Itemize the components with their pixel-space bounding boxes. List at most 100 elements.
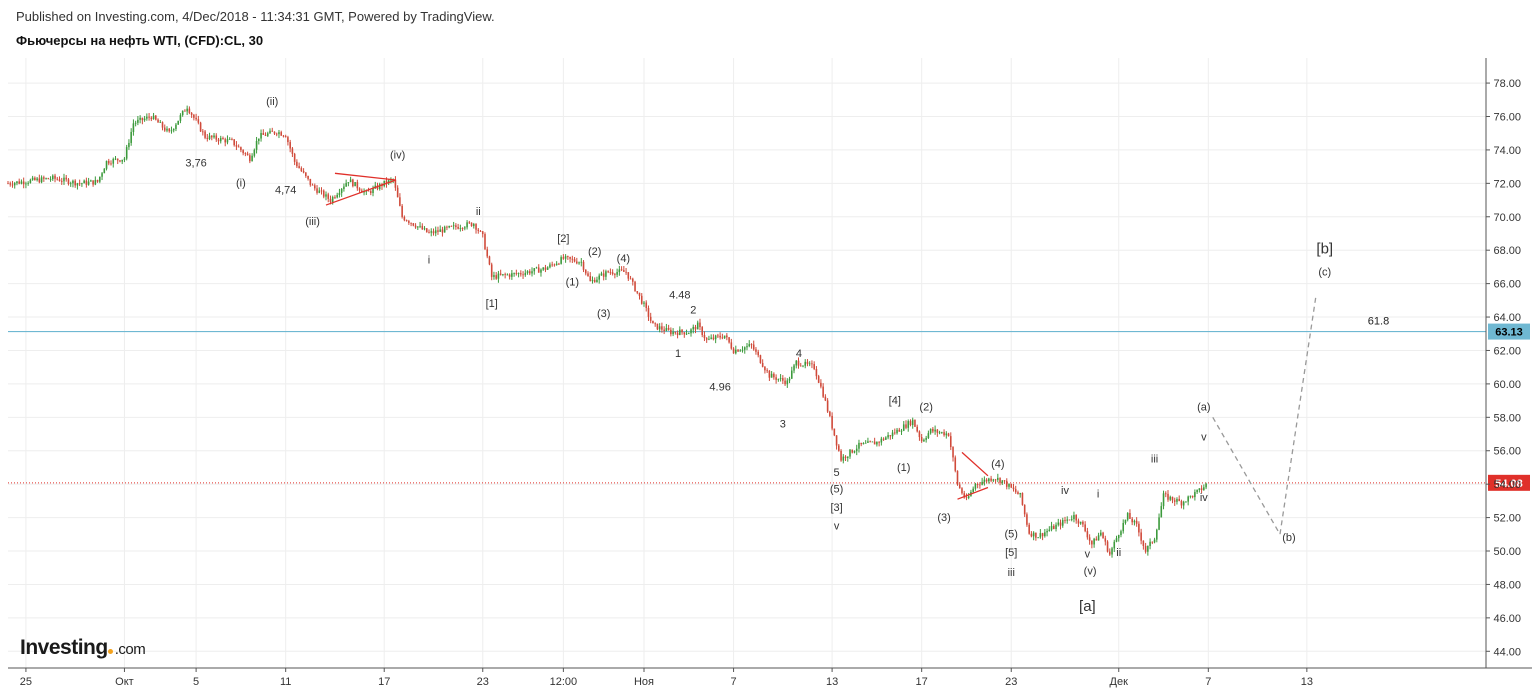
- candle-body: [101, 173, 103, 177]
- candle-body: [914, 419, 916, 427]
- candle-body: [309, 178, 312, 185]
- candle-body: [1124, 519, 1127, 524]
- candle-body: [361, 190, 363, 193]
- candle-body: [269, 130, 271, 134]
- candle-body: [555, 263, 558, 266]
- x-tick-label: 7: [731, 676, 737, 688]
- candle-body: [972, 488, 974, 492]
- candle-body: [251, 155, 253, 162]
- candle-body: [1088, 537, 1091, 541]
- candle-body: [401, 205, 403, 217]
- candle-body: [645, 302, 648, 308]
- candle-body: [1091, 540, 1093, 545]
- candle-body: [1030, 533, 1033, 537]
- wave-label: iv: [1200, 492, 1208, 504]
- candle-body: [522, 274, 524, 276]
- wave-label: i: [428, 255, 430, 267]
- candle-body: [631, 278, 634, 282]
- candle-body: [1149, 541, 1151, 547]
- wave-label: (iii): [305, 216, 320, 228]
- candle-body: [726, 335, 728, 338]
- candle-body: [605, 271, 607, 277]
- candle-body: [667, 327, 670, 330]
- candle-body: [99, 176, 101, 182]
- wave-label: [b]: [1316, 241, 1333, 258]
- candle-body: [228, 139, 231, 140]
- candle-body: [1140, 532, 1142, 541]
- candle-body: [582, 261, 585, 270]
- wave-label: (5): [1005, 529, 1018, 541]
- candle-body: [889, 435, 892, 437]
- candle-body: [484, 234, 486, 250]
- logo-dot-icon: [107, 649, 113, 654]
- candle-body: [150, 117, 153, 120]
- triangle-upper-line: [334, 172, 396, 181]
- candle-body: [508, 274, 511, 277]
- candle-body: [347, 182, 350, 184]
- candle-body: [479, 230, 482, 232]
- candle-body: [125, 147, 128, 159]
- horizontal-lines: 63.13 61.8 54.08: [8, 316, 1530, 491]
- candle-body: [719, 335, 721, 338]
- candle-body: [434, 230, 437, 234]
- candle-body: [280, 132, 283, 136]
- candle-body: [56, 178, 59, 180]
- candle-body: [965, 497, 968, 499]
- candle-body: [338, 192, 341, 195]
- candle-body: [593, 279, 596, 283]
- candle-body: [994, 479, 997, 481]
- candle-body: [721, 337, 724, 339]
- wave-label: 5: [834, 467, 840, 479]
- candle-body: [1050, 525, 1053, 530]
- candle-body: [90, 180, 92, 182]
- candle-body: [1162, 493, 1165, 507]
- candle-body: [1153, 539, 1156, 543]
- candle-body: [896, 429, 898, 434]
- candle-body: [909, 421, 912, 426]
- candle-body: [1187, 496, 1189, 502]
- candle-body: [829, 411, 831, 416]
- candle-body: [403, 216, 406, 221]
- candle-body: [372, 188, 374, 194]
- candle-body: [139, 117, 141, 120]
- candle-body: [833, 428, 836, 436]
- candle-body: [81, 183, 83, 185]
- candle-body: [116, 158, 119, 161]
- candle-body: [652, 320, 654, 324]
- candle-body: [757, 351, 759, 356]
- candle-body: [1135, 520, 1138, 524]
- candle-body: [943, 432, 945, 436]
- candle-body: [175, 124, 177, 129]
- candle-body: [777, 378, 780, 380]
- candle-body: [399, 197, 401, 206]
- candle-body: [1158, 517, 1160, 530]
- candle-body: [1180, 500, 1183, 506]
- candle-body: [835, 435, 838, 446]
- candle-body: [858, 442, 860, 449]
- candle-body: [417, 226, 419, 228]
- candle-body: [990, 478, 992, 481]
- candle-body: [1142, 540, 1145, 546]
- candle-body: [936, 429, 939, 433]
- candle-body: [143, 118, 146, 121]
- candle-body: [193, 114, 195, 118]
- candle-body: [580, 261, 583, 263]
- wave-label: (3): [597, 308, 610, 320]
- candle-body: [878, 441, 880, 443]
- candle-body: [464, 227, 466, 229]
- candle-body: [40, 177, 43, 183]
- candle-body: [918, 431, 921, 438]
- candle-body: [528, 271, 531, 274]
- wave-label: 3: [780, 418, 786, 430]
- candle-body: [911, 419, 914, 426]
- candle-body: [358, 188, 361, 191]
- y-tick-label: 64.00: [1493, 312, 1521, 324]
- candle-body: [475, 224, 477, 230]
- y-tick-label: 76.00: [1493, 111, 1521, 123]
- candle-body: [531, 271, 533, 274]
- candle-body: [600, 273, 603, 276]
- y-tick-label: 66.00: [1493, 279, 1521, 291]
- candle-body: [1111, 548, 1113, 555]
- candle-body: [208, 135, 211, 139]
